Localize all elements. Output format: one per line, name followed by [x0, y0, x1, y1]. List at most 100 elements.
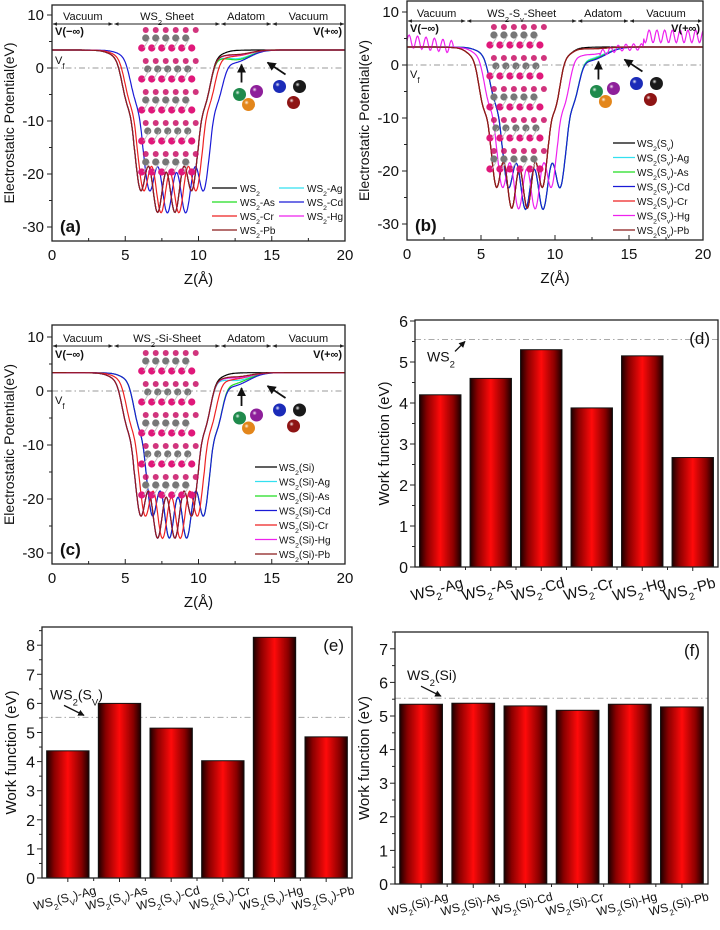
legend-label: WS2-As [240, 198, 275, 212]
s-atom [148, 106, 156, 114]
s-atom [142, 381, 149, 387]
y-tick-label: 0 [391, 57, 399, 74]
bond [183, 484, 191, 496]
s-atom [536, 72, 544, 80]
bond [501, 34, 509, 46]
y-tick-label: -10 [22, 437, 44, 454]
s-atom [148, 398, 156, 406]
s-atom [142, 474, 149, 480]
s-atom [516, 72, 524, 80]
bond [173, 161, 181, 173]
w-atom [500, 155, 508, 163]
s-atom [526, 103, 534, 111]
bond [163, 99, 171, 111]
w-atom [162, 419, 170, 427]
s-atom [168, 398, 176, 406]
s-atom [520, 86, 527, 92]
s-atom [496, 134, 504, 142]
line-chart-panel: 0 5 10 15 20 -30 -20 -10 0 10 Z(Å) Electrostatic Po… [1, 4, 353, 288]
y-tick-label: -20 [22, 491, 44, 508]
adatom-highlight [242, 421, 256, 435]
s-atom [188, 44, 196, 52]
ws2-structure-illustration [486, 24, 663, 173]
reference-arrow [454, 340, 466, 352]
s-atom [486, 165, 494, 173]
bond [173, 453, 181, 465]
w-atom [184, 127, 192, 135]
s-atom [188, 367, 196, 375]
bond [153, 99, 161, 111]
x-axis-label: Z(Å) [184, 594, 213, 611]
x-category-label: WS2(SV)-Cd [135, 883, 202, 917]
w-atom [172, 158, 180, 166]
adatom-highlight [293, 403, 307, 417]
s-atom [152, 412, 159, 418]
x-category-label: WS2-As [460, 575, 516, 609]
s-atom [192, 89, 199, 95]
s-atom [178, 75, 186, 83]
w-atom [172, 96, 180, 104]
legend: WS2(Si)WS2(Si)-AgWS2(Si)-AsWS2(Si)-CdWS2… [255, 463, 331, 564]
s-atom [500, 117, 507, 123]
adatom-arrow-diag [266, 385, 287, 399]
w-atom [142, 419, 150, 427]
s-atom [138, 75, 146, 83]
bar [671, 457, 714, 568]
bar [304, 736, 348, 879]
s-atom [182, 381, 189, 387]
s-atom [152, 443, 159, 449]
y-tick-label: -20 [22, 166, 44, 183]
x-category-label: WS2(SV)-Hg [238, 883, 305, 917]
w-atom [152, 357, 160, 365]
y-tick-label: -20 [377, 163, 399, 180]
bond [143, 68, 151, 80]
y-tick-label: 3 [379, 776, 388, 793]
x-tick-label: 20 [695, 246, 712, 263]
s-atom [530, 86, 537, 92]
s-atom [168, 106, 176, 114]
bar [520, 349, 563, 568]
s-atom [178, 429, 186, 437]
w-atom [162, 481, 170, 489]
s-atom [172, 474, 179, 480]
bond [163, 37, 171, 49]
bond [173, 37, 181, 49]
s-atom [188, 137, 196, 145]
w-atom [530, 155, 538, 163]
legend-label: WS2(Sv) [637, 139, 674, 153]
w-atom [144, 127, 152, 135]
bond [511, 96, 519, 108]
s-atom [188, 429, 196, 437]
bond [183, 161, 191, 173]
x-category-label: WS2-Ag [409, 575, 466, 610]
legend-label: WS2-Ag [307, 184, 342, 198]
y-tick-label: 6 [26, 696, 35, 713]
x-tick-label: 5 [477, 246, 485, 263]
w-atom [162, 357, 170, 365]
x-tick-label: 15 [621, 246, 638, 263]
y-tick-label: 1 [26, 842, 35, 859]
region-label: Vacuum [417, 8, 457, 20]
y-tick-label: 5 [379, 709, 388, 726]
y-axis-label: Work function (eV) [3, 691, 20, 815]
s-atom [168, 75, 176, 83]
y-tick-label: 7 [379, 642, 388, 659]
adatom-highlight [287, 419, 301, 433]
bar [451, 702, 496, 885]
w-atom [490, 155, 498, 163]
x-category-label: WS2(SV)-Ag [32, 883, 98, 916]
s-atom [168, 429, 176, 437]
y-axis-label: Work function (eV) [376, 382, 393, 506]
bond [173, 391, 181, 403]
w-atom [182, 419, 190, 427]
y-tick-label: -30 [22, 219, 44, 236]
y-tick-label: -10 [22, 113, 44, 130]
y-tick-label: 0 [36, 383, 44, 400]
w-atom [142, 481, 150, 489]
bond [491, 158, 499, 170]
w-atom [530, 93, 538, 101]
bond [163, 161, 171, 173]
s-atom [182, 151, 189, 157]
s-atom [192, 474, 199, 480]
